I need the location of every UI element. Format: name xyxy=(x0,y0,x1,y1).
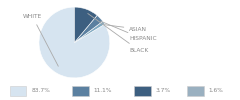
Text: WHITE: WHITE xyxy=(23,14,58,66)
FancyBboxPatch shape xyxy=(134,86,151,96)
FancyBboxPatch shape xyxy=(72,86,89,96)
FancyBboxPatch shape xyxy=(10,86,26,96)
Text: 3.7%: 3.7% xyxy=(156,88,171,93)
Wedge shape xyxy=(74,21,105,42)
Wedge shape xyxy=(74,7,97,42)
Wedge shape xyxy=(74,15,103,42)
Text: 11.1%: 11.1% xyxy=(94,88,112,93)
Text: 83.7%: 83.7% xyxy=(31,88,50,93)
Wedge shape xyxy=(39,7,110,78)
Text: 1.6%: 1.6% xyxy=(209,88,224,93)
Text: HISPANIC: HISPANIC xyxy=(101,21,157,42)
FancyBboxPatch shape xyxy=(187,86,204,96)
Text: ASIAN: ASIAN xyxy=(104,25,147,32)
Text: BLACK: BLACK xyxy=(88,14,149,53)
